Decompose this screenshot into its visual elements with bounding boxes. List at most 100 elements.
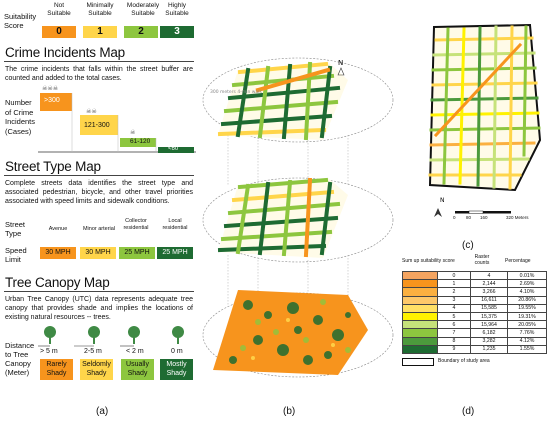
count-cell: 15,375 xyxy=(470,311,508,322)
canopy-title: Tree Canopy Map xyxy=(5,275,110,290)
pct-cell: 20.05% xyxy=(507,320,547,330)
count-cell: 1,235 xyxy=(470,344,508,354)
legend-swatch-2: 2 xyxy=(124,26,158,38)
shade-badge: Seldomly Shady xyxy=(80,359,113,380)
table-header: Percentage xyxy=(505,258,531,264)
scale-tick: 0 xyxy=(453,215,456,220)
tree-icon xyxy=(44,326,56,338)
crime-map: N xyxy=(217,59,348,141)
score-swatch xyxy=(402,303,438,313)
table-row: 3 16,611 20.86% xyxy=(402,295,547,305)
legend-swatch-0: 0 xyxy=(42,26,76,38)
count-cell: 15,964 xyxy=(470,320,508,330)
legend-swatch-1: 1 xyxy=(83,26,117,38)
score-cell: 1 xyxy=(437,279,471,289)
tree-icon xyxy=(88,326,100,338)
table-row: 5 15,375 19.31% xyxy=(402,311,547,322)
street-type-label: Street Type xyxy=(5,220,26,238)
canopy-description: Urban Tree Canopy (UTC) data represents … xyxy=(5,296,193,321)
caption-d: (d) xyxy=(462,406,475,417)
north-arrow-icon xyxy=(337,67,345,76)
count-cell: 15,585 xyxy=(470,303,508,313)
street-map xyxy=(217,177,348,258)
boundary-swatch xyxy=(402,357,434,366)
street-type: Avenue xyxy=(48,226,68,232)
count-cell: 2,144 xyxy=(470,279,508,289)
table-row: 6 15,964 20.05% xyxy=(402,320,547,330)
street-type: Local residential xyxy=(162,218,188,231)
score-swatch xyxy=(402,344,438,354)
street-description: Complete streets data identifies the str… xyxy=(5,180,193,205)
street-type: Collector residential xyxy=(123,218,149,231)
tree-trunk xyxy=(93,336,95,344)
crime-bar-label: >300 xyxy=(44,97,60,104)
legend-cat-name: Not Suitable xyxy=(47,2,71,17)
count-cell: 16,611 xyxy=(470,295,508,305)
skull-icon: ☠☠ xyxy=(86,108,97,115)
stats-table: Sum up suitability score Raster counts P… xyxy=(402,254,547,367)
tree-icon xyxy=(172,326,184,338)
score-cell: 3 xyxy=(437,295,471,305)
canopy-map xyxy=(213,290,368,375)
scale-tick: 160 xyxy=(480,215,488,220)
street-title: Street Type Map xyxy=(5,159,101,174)
score-cell: 6 xyxy=(437,320,471,330)
tree-trunk xyxy=(49,336,51,344)
score-swatch xyxy=(402,279,438,289)
skull-icon: ☠ xyxy=(130,129,136,136)
score-swatch xyxy=(402,287,438,297)
buffer-ellipse xyxy=(202,57,394,143)
shade-badge: Mostly Shady xyxy=(160,359,193,380)
north-label: N xyxy=(440,197,445,204)
pct-cell: 19.31% xyxy=(507,311,547,322)
speed-badge: 30 MPH xyxy=(80,247,116,259)
shade-badge: Rarely Shady xyxy=(40,359,73,380)
section-divider xyxy=(4,175,194,176)
shade-badge: Usually Shady xyxy=(121,359,154,380)
speed-limit-label: Speed Limit xyxy=(5,246,27,264)
table-header: Sum up suitability score xyxy=(402,258,455,264)
table-row: 0 4 0.01% xyxy=(402,270,547,281)
crime-bar-1 xyxy=(80,115,118,135)
count-cell: 3,266 xyxy=(470,287,508,297)
street-type: Minor arterial xyxy=(82,226,116,232)
score-cell: 0 xyxy=(437,270,471,281)
scale-tick: 80 xyxy=(466,215,472,220)
suitability-map: N xyxy=(428,23,542,217)
table-row: 4 15,585 19.55% xyxy=(402,303,547,313)
pct-cell: 19.55% xyxy=(507,303,547,313)
pct-cell: 0.01% xyxy=(507,270,547,281)
score-cell: 5 xyxy=(437,311,471,322)
crime-bar-3 xyxy=(158,147,194,153)
crime-bar-label: <60 xyxy=(168,146,179,152)
speed-badge: 25 MPH xyxy=(119,247,155,259)
caption-a: (a) xyxy=(96,406,109,417)
score-cell: 2 xyxy=(437,287,471,297)
table-row: 2 3,266 4.10% xyxy=(402,287,547,297)
pct-cell: 7.76% xyxy=(507,328,547,338)
pct-cell: 4.12% xyxy=(507,336,547,346)
section-divider xyxy=(4,291,194,292)
score-swatch xyxy=(402,270,438,281)
pct-cell: 1.55% xyxy=(507,344,547,354)
crime-bar-2 xyxy=(120,138,156,147)
scale-tick: 320 Meters xyxy=(506,215,529,220)
score-cell: 9 xyxy=(437,344,471,354)
legend-cat-name: Moderately Suitable xyxy=(126,2,160,17)
crime-bar-label: 61-120 xyxy=(130,138,151,145)
count-cell: 6,182 xyxy=(470,328,508,338)
north-label: N xyxy=(338,59,343,67)
buffer-note: 300 meters 4-min walk xyxy=(210,89,262,95)
tree-icon xyxy=(128,326,140,338)
score-cell: 7 xyxy=(437,328,471,338)
crime-description: The crime incidents that falls within th… xyxy=(5,66,193,82)
caption-c: (c) xyxy=(462,240,474,251)
scale-bar xyxy=(455,210,511,214)
caption-b: (b) xyxy=(283,406,296,417)
tree-trunk xyxy=(177,336,179,344)
score-cell: 8 xyxy=(437,336,471,346)
north-arrow-icon xyxy=(434,208,442,217)
stats-rows: 0 4 0.01% 1 2,144 2.69% 2 3,266 4.10% 3 16,611 20.8… xyxy=(402,270,547,354)
tree-trunk xyxy=(133,336,135,344)
speed-badge: 25 MPH xyxy=(157,247,193,259)
